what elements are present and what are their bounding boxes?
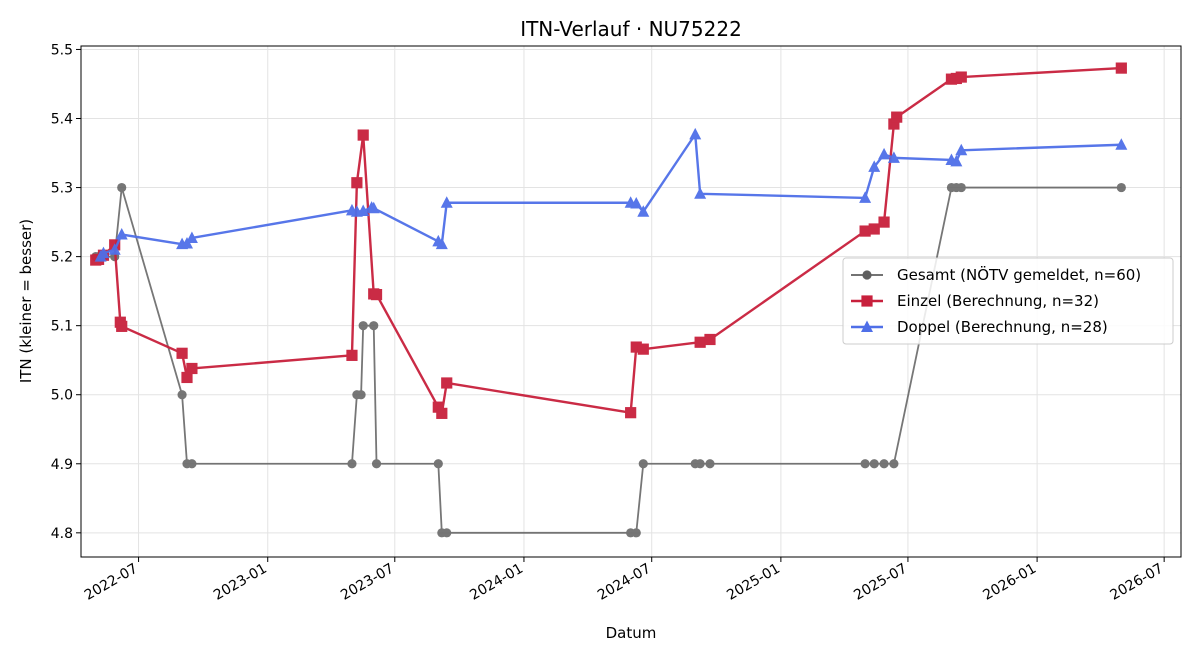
data-point: [117, 182, 127, 193]
data-point: [878, 216, 890, 228]
data-point: [694, 187, 707, 199]
data-point: [116, 320, 128, 332]
data-point: [891, 111, 903, 123]
data-point: [631, 528, 641, 538]
data-point: [356, 390, 366, 400]
data-point: [868, 160, 881, 172]
y-tick-label: 5.2: [51, 250, 73, 266]
chart-title: ITN-Verlauf · NU75222: [520, 17, 742, 41]
data-point: [357, 129, 369, 141]
data-point: [441, 377, 453, 389]
data-point: [369, 321, 379, 331]
legend-item: Doppel (Berechnung, n=28): [851, 318, 1108, 336]
data-point: [860, 459, 870, 469]
legend-marker: [862, 270, 872, 280]
data-point: [638, 459, 648, 469]
data-point: [630, 341, 642, 353]
data-point: [956, 182, 966, 193]
data-point: [695, 459, 705, 469]
data-point: [637, 343, 649, 355]
data-point: [351, 177, 363, 189]
legend-item: Einzel (Berechnung, n=32): [851, 292, 1099, 310]
data-point: [440, 196, 453, 208]
data-point: [950, 154, 963, 167]
data-point: [705, 459, 715, 469]
data-point: [442, 528, 452, 538]
data-point: [181, 371, 193, 384]
data-point: [176, 347, 188, 359]
plot-frame: [80, 45, 1182, 558]
legend: Gesamt (NÖTV gemeldet, n=60) Einzel (Bere…: [842, 257, 1174, 345]
data-point: [187, 459, 197, 469]
data-point: [1115, 62, 1127, 74]
data-point: [358, 321, 368, 331]
legend-label: Gesamt (NÖTV gemeldet, n=60): [897, 265, 1141, 284]
y-tick-label: 5.3: [51, 181, 73, 197]
series-layer: [90, 62, 1128, 538]
data-point: [879, 459, 889, 469]
y-tick-label: 5.5: [51, 42, 73, 58]
data-point: [433, 459, 443, 469]
data-point: [625, 407, 637, 419]
legend-label: Einzel (Berechnung, n=32): [897, 292, 1099, 310]
data-point: [357, 204, 370, 217]
y-tick-label: 4.9: [51, 457, 73, 473]
legend-marker: [861, 320, 873, 332]
legend-marker: [861, 295, 873, 307]
data-point: [955, 71, 967, 83]
data-point: [432, 401, 444, 413]
data-point: [888, 118, 900, 130]
series-triangle: [94, 127, 1128, 262]
data-point: [704, 333, 716, 346]
y-tick-label: 5.0: [51, 388, 73, 404]
y-tick-label: 4.8: [51, 526, 73, 542]
y-axis-label: ITN (kleiner = besser): [17, 219, 35, 383]
data-point: [185, 231, 198, 243]
data-point: [694, 336, 706, 348]
data-point: [955, 143, 968, 156]
data-point: [630, 196, 643, 209]
data-point: [186, 362, 198, 375]
data-point: [346, 349, 358, 361]
data-point: [889, 459, 899, 469]
data-point: [887, 151, 900, 163]
data-point: [370, 288, 383, 301]
data-point: [689, 127, 702, 140]
data-point: [97, 246, 110, 259]
legend-box: [842, 257, 1174, 345]
data-point: [177, 390, 187, 400]
y-tick-label: 5.1: [51, 319, 73, 335]
data-point: [878, 147, 891, 160]
data-point: [435, 237, 448, 250]
data-point: [868, 223, 880, 235]
data-point: [1116, 182, 1126, 193]
data-point: [108, 243, 121, 255]
x-axis-label: Datum: [606, 624, 657, 642]
data-point: [371, 459, 382, 469]
data-point: [1115, 138, 1128, 150]
legend-label: Doppel (Berechnung, n=28): [897, 318, 1108, 336]
data-point: [367, 201, 380, 214]
data-point: [637, 205, 650, 217]
data-point: [859, 225, 871, 237]
data-point: [436, 407, 448, 419]
data-point: [115, 228, 128, 240]
data-point: [869, 459, 879, 469]
data-point: [347, 459, 357, 469]
y-tick-label: 5.4: [51, 112, 73, 128]
legend-item: Gesamt (NÖTV gemeldet, n=60): [851, 265, 1141, 284]
data-point: [859, 191, 872, 203]
